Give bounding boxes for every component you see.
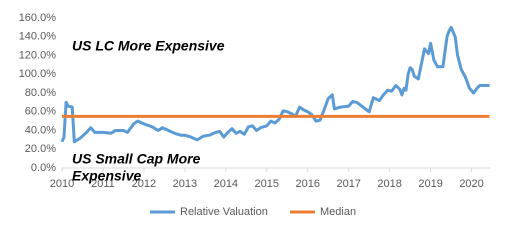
- legend-label: Median: [320, 206, 356, 218]
- x-tick-label: 2016: [295, 178, 319, 190]
- x-tick-label: 2018: [377, 178, 401, 190]
- y-tick-label: 120.0%: [19, 49, 57, 61]
- chart: 0.0% 20.0% 40.0% 60.0% 80.0% 100.0% 120.0% 140.…: [19, 12, 490, 218]
- y-tick-label: 80.0%: [25, 87, 56, 99]
- x-tick-label: 2013: [173, 178, 197, 190]
- data-line: [60, 25, 490, 144]
- x-tick-label: 2017: [336, 178, 360, 190]
- annotation: Expensive: [72, 168, 141, 184]
- y-tick-label: 40.0%: [25, 124, 56, 136]
- y-tick-label: 0.0%: [31, 162, 56, 174]
- y-tick-label: 100.0%: [19, 68, 57, 80]
- y-tick-label: 160.0%: [19, 12, 57, 24]
- y-tick-label: 140.0%: [19, 31, 57, 43]
- x-tick-label: 2020: [459, 178, 483, 190]
- x-tick-label: 2015: [255, 178, 279, 190]
- x-tick-label: 2010: [50, 178, 74, 190]
- annotation: US LC More Expensive: [72, 38, 225, 54]
- y-tick-label: 20.0%: [25, 143, 56, 155]
- x-tick-label: 2011: [91, 178, 115, 190]
- annotation: US Small Cap More: [72, 151, 201, 167]
- x-tick-label: 2012: [132, 178, 156, 190]
- legend-label: Relative Valuation: [180, 206, 268, 218]
- x-tick-label: 2019: [418, 178, 442, 190]
- x-tick-label: 2014: [214, 178, 238, 190]
- y-tick-label: 60.0%: [25, 106, 56, 118]
